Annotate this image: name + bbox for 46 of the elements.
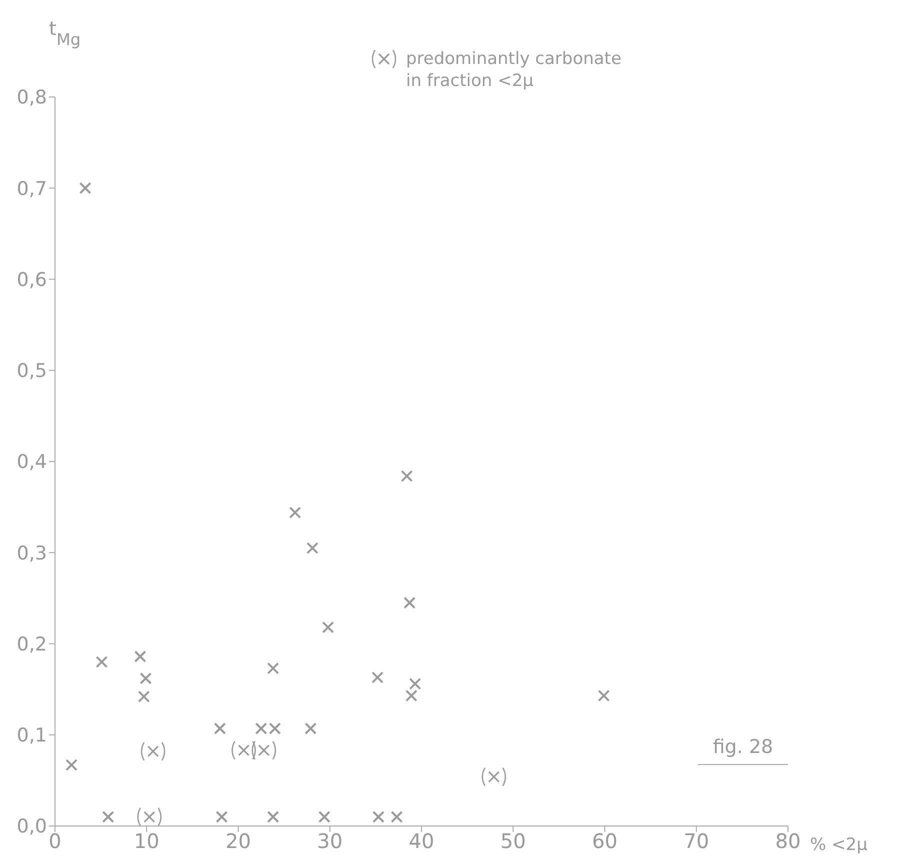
point	[79, 182, 92, 194]
point	[598, 690, 610, 702]
point	[134, 650, 146, 663]
y-tick-label: 0,1	[16, 724, 47, 747]
point	[267, 662, 280, 674]
point	[140, 672, 152, 684]
y-tick-label: 0,7	[16, 178, 47, 200]
y-tick-label: 0,8	[16, 86, 47, 109]
point	[267, 810, 280, 823]
point	[405, 690, 418, 702]
y-tick-label: 0,6	[16, 268, 47, 291]
x-tick-label: 20	[226, 829, 251, 854]
point	[138, 690, 150, 703]
x-tick-label: 10	[134, 829, 160, 854]
point	[65, 758, 78, 771]
point	[304, 722, 317, 734]
point	[318, 810, 330, 823]
y-tick-label: 0,5	[16, 360, 47, 382]
x-tick-label: 70	[684, 829, 710, 854]
point	[404, 596, 416, 609]
y-axis-title: t$_{Mg}$	[49, 18, 81, 48]
point	[96, 656, 108, 668]
y-tick-label: 0,0	[16, 816, 47, 838]
x-tick-label: 60	[592, 829, 618, 854]
point	[306, 542, 318, 554]
point	[372, 810, 384, 823]
point	[372, 671, 384, 684]
point	[102, 810, 114, 823]
x-tick-label: 40	[408, 829, 434, 854]
x-tick-label: 0	[48, 829, 62, 854]
point	[214, 722, 226, 734]
point	[390, 810, 403, 823]
point	[400, 470, 413, 482]
annotation: fig. 28	[698, 736, 788, 765]
point	[409, 678, 422, 690]
legend-label: predominantly carbonate in fraction <2μ	[406, 48, 622, 92]
y-tick-label: 0,3	[16, 542, 47, 564]
point	[322, 621, 334, 634]
x-tick-label: 80	[775, 829, 801, 854]
y-tick-label: 0,4	[16, 451, 47, 474]
x-tick-label: 30	[317, 829, 343, 854]
x-axis-title: % <2μ	[810, 835, 868, 855]
x-tick-label: 50	[500, 829, 526, 854]
point	[216, 810, 228, 823]
y-tick-label: 0,2	[16, 633, 47, 656]
point	[289, 506, 302, 519]
